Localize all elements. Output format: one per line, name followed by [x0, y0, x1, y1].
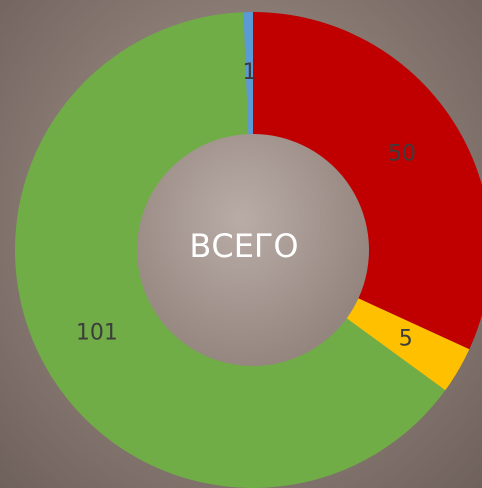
center-label: ВСЕГО [189, 227, 298, 265]
data-label: 1 [242, 60, 256, 85]
data-label: 50 [388, 141, 416, 166]
chart: ВСЕГО 50 5 101 1 [0, 0, 482, 488]
data-label: 101 [76, 320, 118, 345]
data-label: 5 [399, 327, 413, 352]
donut-slice [253, 12, 482, 349]
screen: ВСЕГО 50 5 101 1 [0, 0, 482, 488]
